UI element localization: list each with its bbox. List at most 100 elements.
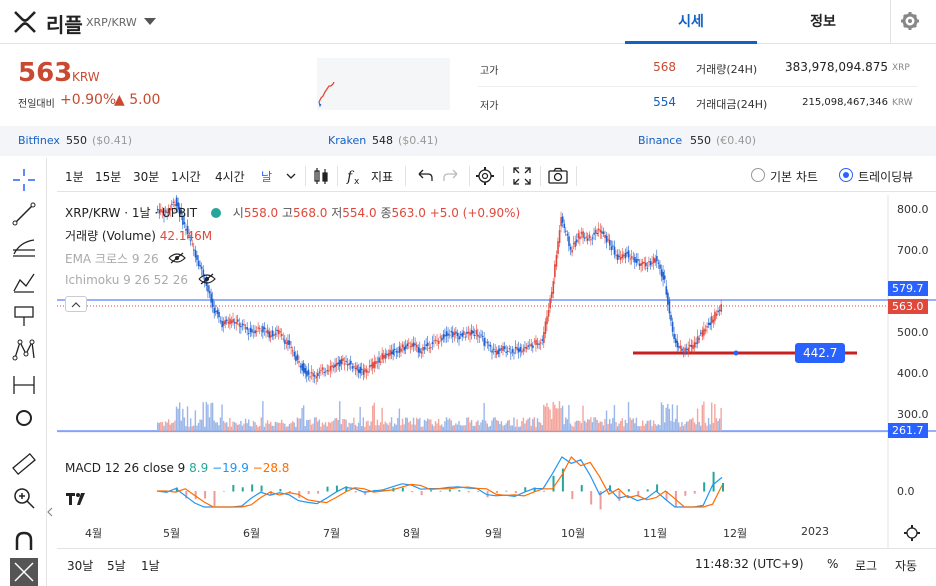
candle [662,271,664,280]
basic-chart-label[interactable]: 기본 차트 [770,170,818,184]
candle [615,255,617,257]
camera-icon[interactable] [546,164,570,188]
hide-drawings-icon[interactable] [10,558,38,586]
crosshair-icon[interactable] [10,166,38,194]
measure-icon[interactable] [10,370,38,398]
ruler-icon[interactable] [10,450,38,478]
candle [302,363,305,373]
basic-chart-radio[interactable] [751,168,765,182]
trend-line-icon[interactable] [10,200,38,228]
macd-hist-bar [712,471,715,492]
macd-hist-bar [307,491,310,495]
volume-bar [265,423,267,431]
volume-bar [246,423,248,431]
candle [641,261,644,265]
exchange-name[interactable]: Bitfinex [18,134,60,147]
candle [596,232,599,234]
exchange-price: 550 [66,134,87,147]
drawn-line-handle[interactable] [733,350,739,356]
log-scale-button[interactable]: 로그 [855,559,878,573]
price-chart[interactable] [57,195,936,548]
interval-30m[interactable]: 30분 [133,170,160,184]
high-label: 고가 [480,66,499,77]
tradingview-label[interactable]: 트레이딩뷰 [858,170,914,184]
volume-bar [609,419,611,431]
interval-day[interactable]: 날 [261,170,273,184]
candle [439,336,442,338]
pattern-icon[interactable] [10,336,38,364]
percent-scale-button[interactable]: % [827,557,839,571]
tradingview-radio[interactable] [839,168,853,182]
candle [361,368,363,371]
chevron-down-icon[interactable] [144,18,156,25]
clock-readout[interactable]: 11:48:32 (UTC+9) [695,557,804,571]
settings-button[interactable] [890,0,936,44]
interval-15m[interactable]: 15분 [95,170,122,184]
macd-signal-value: −28.8 [252,461,290,475]
magnet-icon[interactable] [10,528,38,556]
volume-bar [711,402,713,431]
candle [437,340,440,344]
candle [445,331,448,337]
candle [547,309,550,317]
chevron-down-icon[interactable] [279,164,303,188]
candle [689,344,691,347]
zoom-icon[interactable] [10,484,38,512]
candle-type-icon[interactable] [309,164,333,188]
exchange-name[interactable]: Kraken [328,134,367,147]
volume-bar [255,424,258,431]
tab-info[interactable]: 정보 [810,14,836,30]
range-1d[interactable]: 1날 [141,559,160,573]
toolbar-divider [405,166,406,186]
eye-off-icon[interactable] [168,252,187,264]
redo-icon[interactable] [439,164,463,188]
collapse-legend-button[interactable] [65,296,87,312]
interval-1h[interactable]: 1시간 [171,170,201,184]
candle [499,348,501,352]
eye-off-icon[interactable] [198,273,216,285]
x-tick: 4월 [85,527,103,540]
volume-bar [280,419,283,431]
candle [667,292,669,305]
candle [188,235,190,237]
circle-icon[interactable] [10,404,38,432]
tab-market[interactable]: 시세 [625,0,757,44]
volume-bar [594,417,597,431]
macd-hist-bar [571,491,574,500]
text-note-icon[interactable] [10,302,38,330]
gear-icon[interactable] [902,523,922,543]
volume-bar [519,426,521,431]
interval-1m[interactable]: 1분 [65,170,84,184]
lower-line-tag: 261.7 [888,423,928,438]
volume-bar [425,421,427,431]
fullscreen-icon[interactable] [510,164,534,188]
volume-bar [346,426,349,431]
drawn-level-tag[interactable]: 442.7 [795,343,846,363]
exchange-name[interactable]: Binance [638,134,683,147]
volume-bar [629,417,631,431]
auto-scale-button[interactable]: 자동 [895,559,918,573]
candle [398,346,401,353]
volume-bar [262,401,264,431]
candle [461,332,464,337]
exchange-price: 550 [690,134,711,147]
undo-icon[interactable] [413,164,437,188]
indicators-button[interactable]: 지표 [371,170,394,184]
chart-area[interactable]: XRP/KRW · 1날 · UPBIT 시558.0 고568.0 저554.… [47,195,936,586]
current-price-tag: 563.0 [888,299,928,314]
brush-icon[interactable] [10,268,38,296]
interval-4h[interactable]: 4시간 [215,170,245,184]
volume-bar [378,425,380,431]
candle [282,338,285,340]
candle [246,327,249,330]
fib-icon[interactable] [10,234,38,262]
volume-bar [627,402,630,431]
range-5d[interactable]: 5날 [107,559,126,573]
chevron-left-icon[interactable] [45,502,55,522]
legend-pair: XRP/KRW · 1날 · UPBIT [65,206,198,220]
gear-icon[interactable] [473,164,497,188]
candle [513,352,515,354]
candle [453,332,456,335]
range-30d[interactable]: 30날 [67,559,94,573]
